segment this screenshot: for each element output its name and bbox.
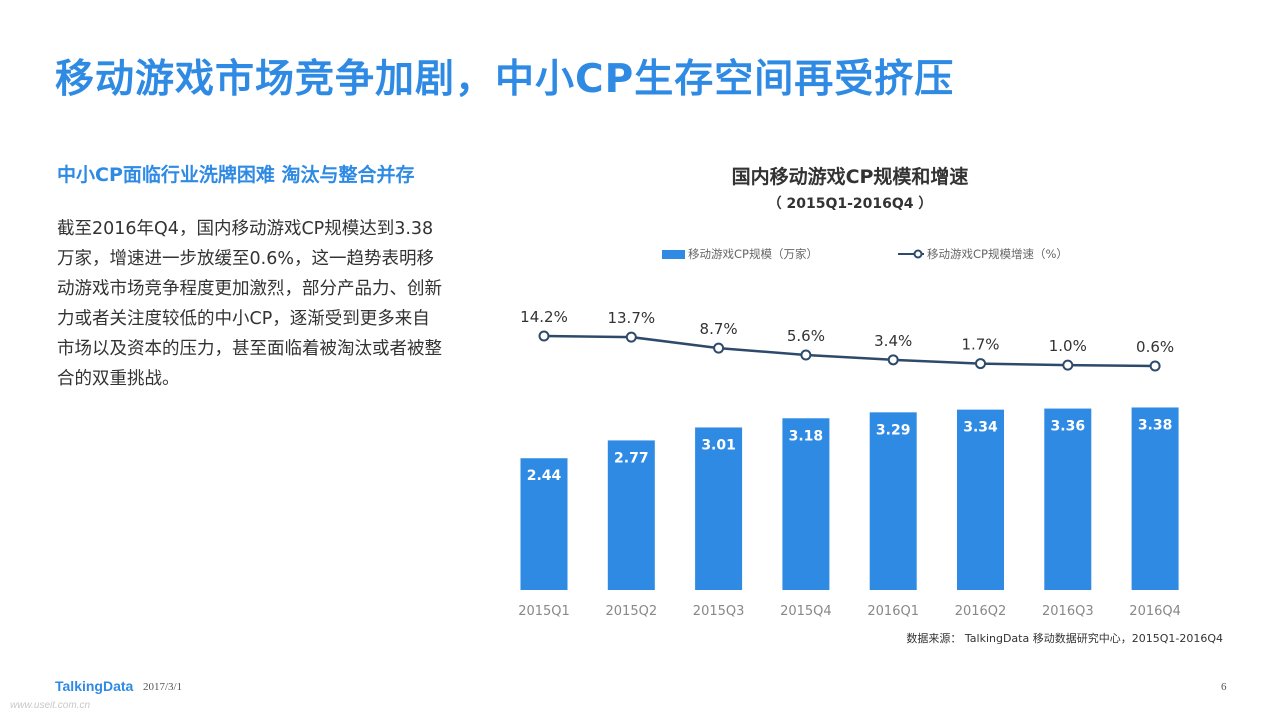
x-tick-2016Q3: 2016Q3 <box>1042 604 1094 619</box>
bar-label-2016Q2: 3.34 <box>963 420 998 436</box>
bar-2015Q1 <box>520 458 568 590</box>
bar-2016Q3 <box>1044 408 1092 590</box>
data-source-note: 数据来源： TalkingData 移动数据研究中心，2015Q1-2016Q4 <box>906 632 1223 645</box>
growth-point-2016Q4 <box>1149 360 1161 372</box>
x-tick-2015Q1: 2015Q1 <box>518 604 570 619</box>
legend-bar-series: 移动游戏CP规模（万家） <box>662 246 818 262</box>
body-paragraph: 截至2016年Q4，国内移动游戏CP规模达到3.38万家，增速进一步放缓至0.6… <box>57 219 442 389</box>
bar-label-2016Q1: 3.29 <box>876 422 911 438</box>
bar-2015Q4 <box>782 418 830 590</box>
bar-label-2016Q4: 3.38 <box>1138 417 1173 433</box>
bar-2016Q4 <box>1131 407 1179 590</box>
bar-label-2015Q3: 3.01 <box>701 437 736 453</box>
x-tick-2016Q2: 2016Q2 <box>955 604 1007 619</box>
growth-label-2016Q4: 0.6% <box>1136 338 1174 356</box>
growth-label-2016Q3: 1.0% <box>1049 337 1087 355</box>
x-tick-2015Q4: 2015Q4 <box>780 604 832 619</box>
growth-label-2016Q1: 3.4% <box>874 332 912 350</box>
growth-point-2016Q1 <box>887 354 899 366</box>
growth-label-2015Q4: 5.6% <box>787 327 825 345</box>
bar-label-2015Q4: 3.18 <box>789 428 824 444</box>
footer-date: 2017/3/1 <box>143 681 183 693</box>
page-title: 移动游戏市场竞争加剧，中小CP生存空间再受挤压 <box>55 57 955 102</box>
x-tick-2016Q4: 2016Q4 <box>1129 604 1181 619</box>
chart-title: 国内移动游戏CP规模和增速 <box>731 166 969 188</box>
talkingdata-logo: TalkingData <box>55 678 134 694</box>
growth-label-2015Q1: 14.2% <box>520 308 568 326</box>
growth-point-2016Q3 <box>1062 359 1074 371</box>
bar-2015Q3 <box>695 427 743 590</box>
growth-point-2016Q2 <box>975 358 986 370</box>
legend-line-label: 移动游戏CP规模增速（%） <box>927 247 1068 261</box>
legend-line-series: 移动游戏CP规模增速（%） <box>898 246 1068 262</box>
bar-label-2016Q3: 3.36 <box>1051 419 1086 435</box>
growth-line <box>543 334 1156 368</box>
growth-label-2016Q2: 1.7% <box>961 336 999 354</box>
x-tick-2015Q3: 2015Q3 <box>693 604 745 619</box>
bar-label-2015Q2: 2.77 <box>614 450 649 466</box>
bar-2016Q2 <box>957 409 1004 590</box>
growth-point-2015Q1 <box>538 330 550 342</box>
growth-label-2015Q3: 8.7% <box>700 320 738 338</box>
page-number: 6 <box>1221 681 1227 693</box>
x-tick-2015Q2: 2015Q2 <box>606 604 658 619</box>
legend-line-marker <box>898 249 924 259</box>
legend-bar-label: 移动游戏CP规模（万家） <box>688 247 818 261</box>
growth-point-2015Q2 <box>625 331 637 343</box>
watermark: www.useit.com.cn <box>10 700 91 711</box>
section-subtitle: 中小CP面临行业洗牌困难 淘汰与整合并存 <box>57 164 415 186</box>
growth-point-2015Q3 <box>713 342 725 354</box>
growth-label-2015Q2: 13.7% <box>607 309 655 327</box>
bar-2016Q1 <box>869 412 917 590</box>
cp-scale-chart: 2.44 2015Q1 2.77 2015Q2 3.01 2015Q3 3.18 2015Q4… <box>518 308 1181 619</box>
bar-2015Q2 <box>607 440 655 590</box>
bar-label-2015Q1: 2.44 <box>527 468 562 484</box>
chart-subtitle: （ 2015Q1-2016Q4 ） <box>767 196 933 212</box>
x-tick-2016Q1: 2016Q1 <box>867 604 919 619</box>
legend-bar-swatch <box>662 249 685 259</box>
growth-point-2015Q4 <box>800 349 812 361</box>
